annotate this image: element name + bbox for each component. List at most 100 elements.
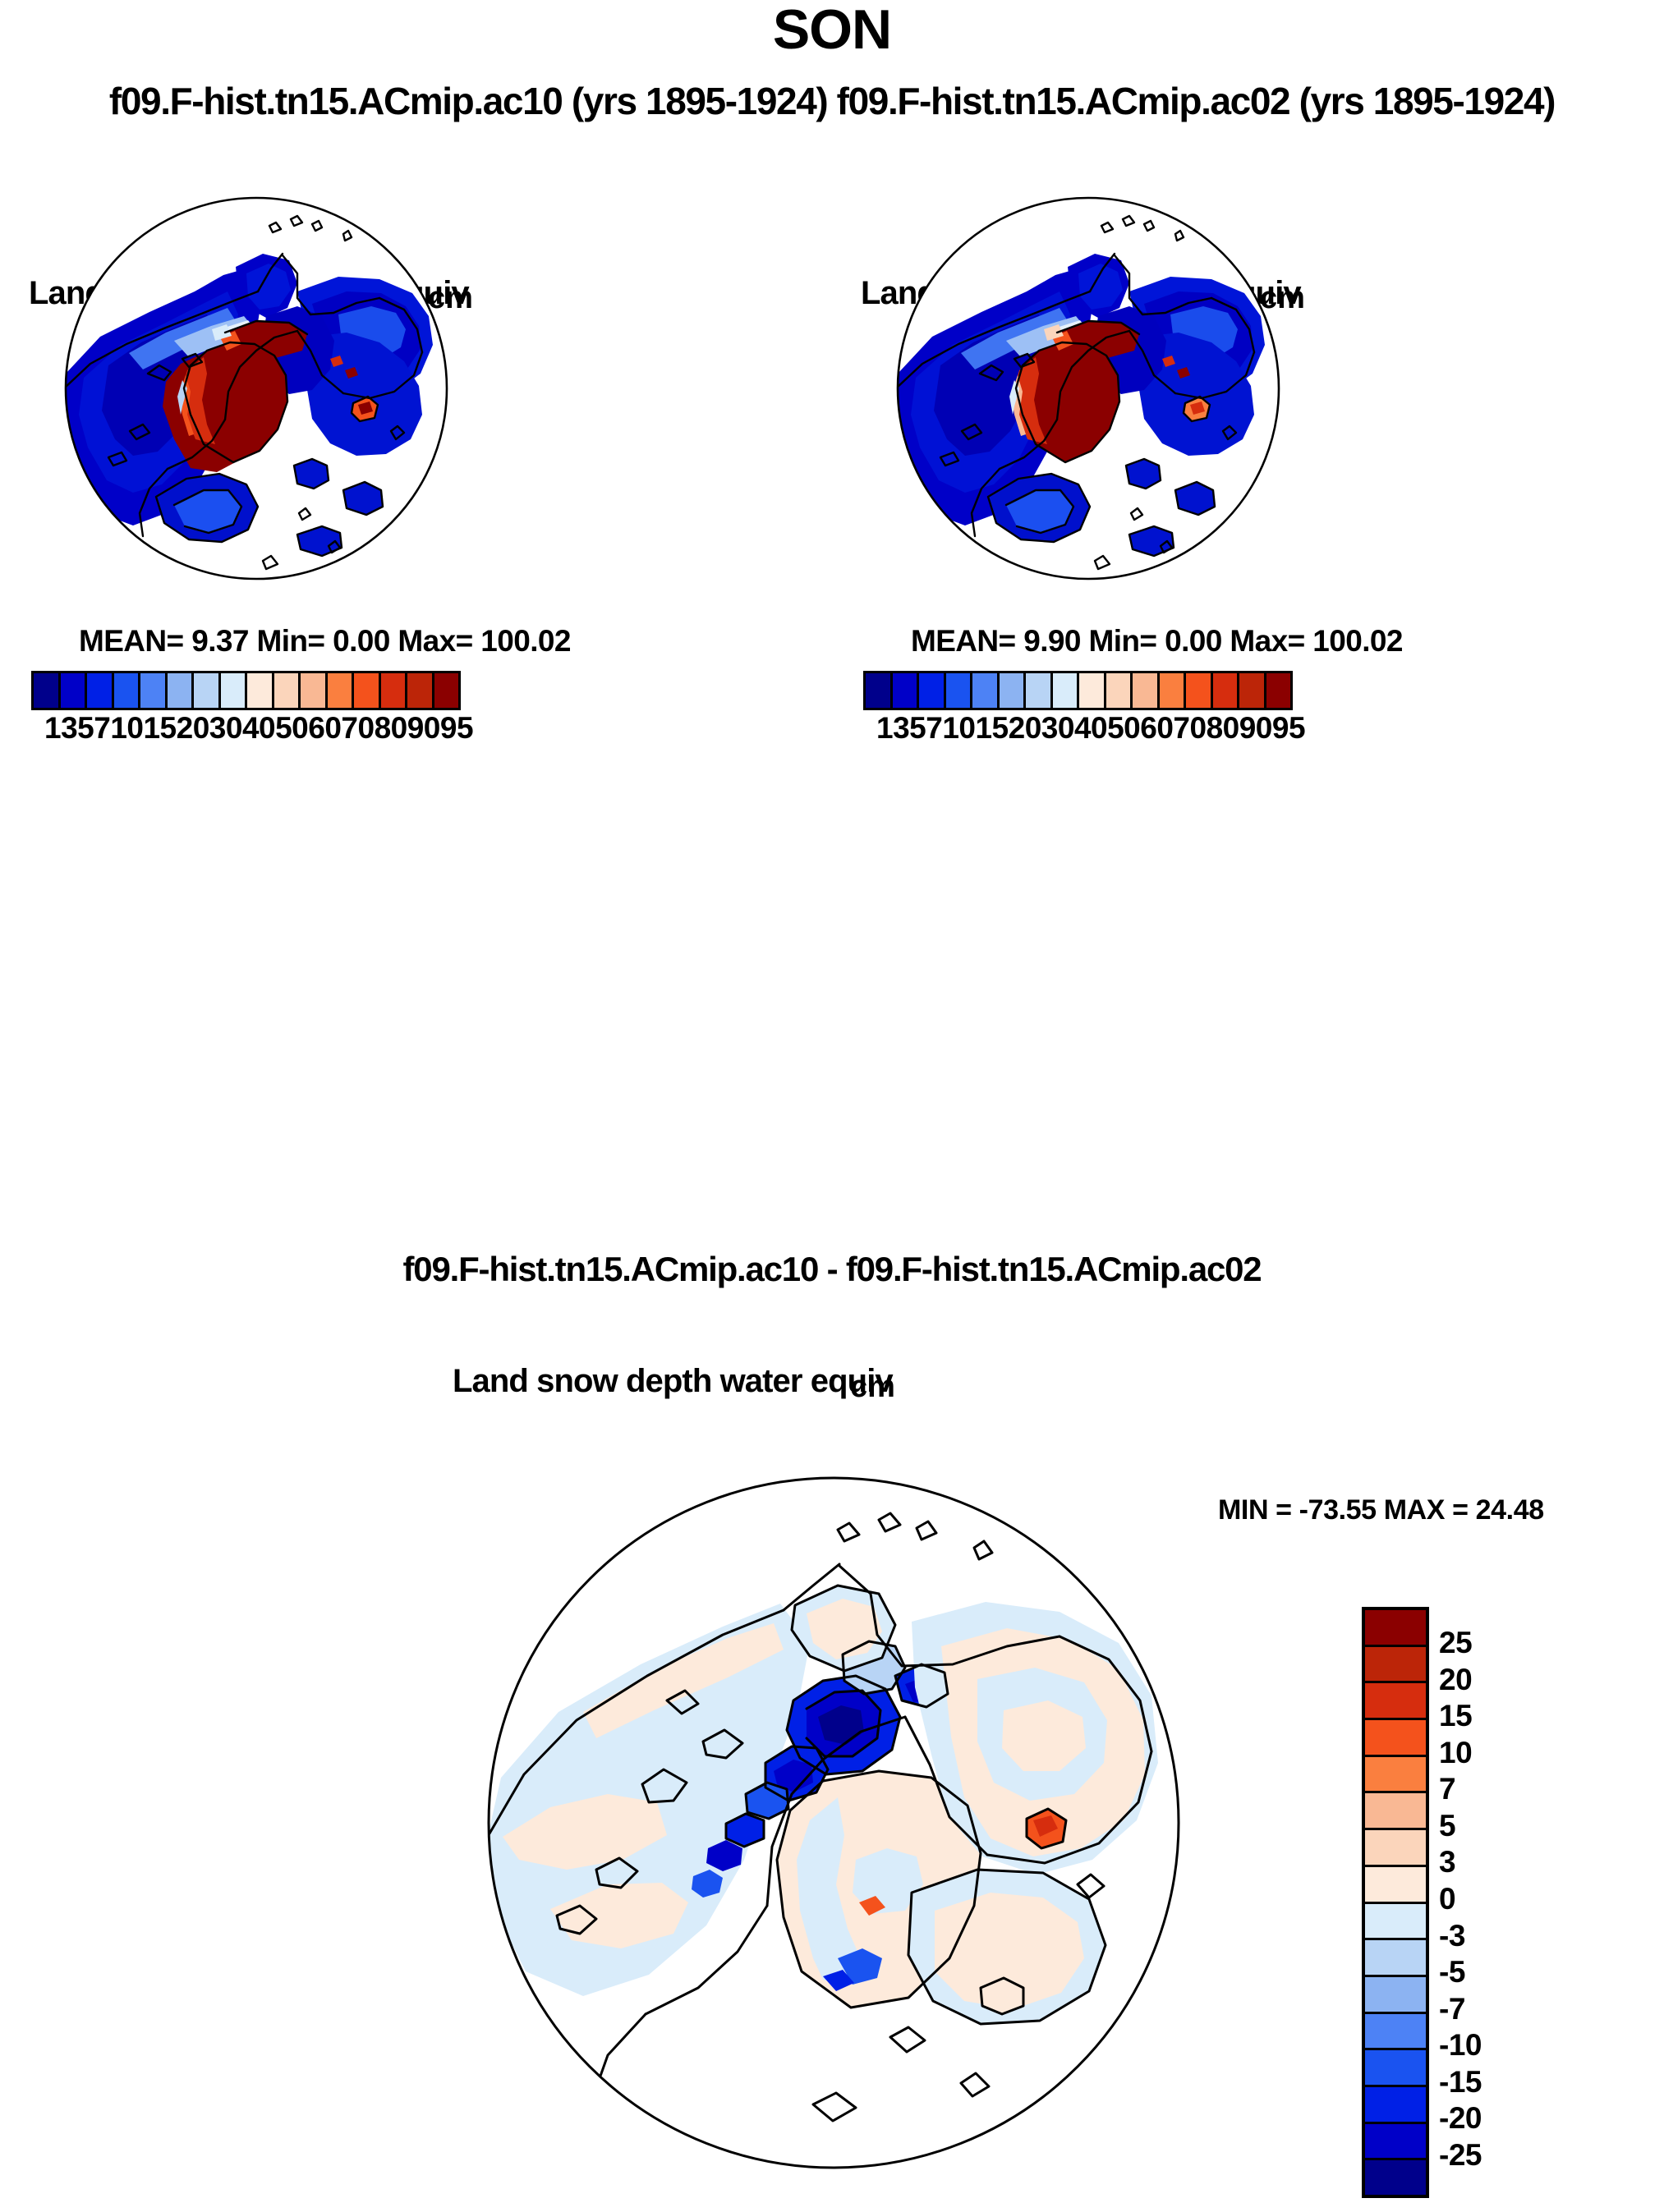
colorbar-difference-labels: 25 20 15 10 7 5 3 0 -3 -5 -7 -10 -15 -20… [1439,1625,1562,2173]
colorbar-right-labels: 1 3 5 7 10 15 20 30 40 50 60 70 80 90 95 [876,711,1306,746]
colorbar-cell [1133,673,1160,708]
panel-difference-units-label: cm [850,1370,895,1404]
colorbar-tick-label: 90 [407,711,441,745]
colorbar-tick-label: 15 [975,711,1009,745]
colorbar-cell [1365,1866,1426,1904]
panel-right-stats: MEAN= 9.90 Min= 0.00 Max= 100.02 [911,624,1403,658]
colorbar-difference[interactable] [1362,1607,1429,2198]
colorbar-tick-label: 50 [275,711,309,745]
panel-difference: Land snow depth water equiv cm MIN = -73… [0,1322,1664,2212]
colorbar-cell [1186,673,1213,708]
colorbar-cell [1106,673,1133,708]
colorbar-cell [194,673,221,708]
colorbar-cell [434,673,458,708]
colorbar-cell [167,673,194,708]
colorbar-tick-label: 30 [1041,711,1075,745]
colorbar-cell [1365,2123,1426,2161]
colorbar-tick-label: 0 [1439,1881,1456,1916]
colorbar-cell [60,673,87,708]
colorbar-tick-label: 3 [61,711,78,745]
colorbar-cell [1052,673,1079,708]
colorbar-cell [1212,673,1239,708]
colorbar-cell [892,673,919,708]
panel-right: Land snow depth water equiv cm [832,172,1664,1199]
colorbar-tick-label: 50 [1107,711,1141,745]
colorbar-cell [1365,1903,1426,1941]
colorbar-tick-label: 40 [1073,711,1108,745]
colorbar-tick-label: 7 [1439,1772,1456,1806]
colorbar-tick-label: 60 [1140,711,1174,745]
colorbar-cell [972,673,1000,708]
colorbar-cell [1026,673,1053,708]
colorbar-cell [220,673,247,708]
colorbar-tick-label: 7 [94,711,111,745]
polar-map-difference[interactable] [452,1449,1216,2205]
colorbar-tick-label: 60 [308,711,342,745]
colorbar-cell [945,673,972,708]
figure-title: SON [772,0,892,61]
colorbar-cell [919,673,946,708]
colorbar-tick-label: 10 [1439,1735,1473,1769]
colorbar-cell [1365,1646,1426,1684]
colorbar-cell [354,673,381,708]
colorbar-left-labels: 1 3 5 7 10 15 20 30 40 50 60 70 80 90 95 [44,711,474,746]
colorbar-cell [1239,673,1266,708]
colorbar-cell [999,673,1026,708]
colorbar-tick-label: 90 [1239,711,1273,745]
colorbar-tick-label: 20 [176,711,210,745]
colorbar-cell [1365,2160,1426,2195]
panel-left-units-label: cm [428,281,473,315]
colorbar-left[interactable] [31,671,461,710]
colorbar-tick-label: -10 [1439,2028,1482,2063]
colorbar-tick-label: 20 [1439,1662,1473,1696]
colorbar-cell [1365,1793,1426,1831]
colorbar-cell [1266,673,1290,708]
colorbar-tick-label: 15 [1439,1699,1473,1733]
colorbar-tick-label: -7 [1439,1991,1465,2026]
colorbar-tick-label: 5 [909,711,926,745]
colorbar-right[interactable] [863,671,1293,710]
colorbar-cell [1365,1720,1426,1757]
colorbar-tick-label: 95 [1271,711,1306,745]
colorbar-tick-label: 3 [893,711,910,745]
colorbar-tick-label: 30 [209,711,243,745]
figure-subtitle: f09.F-hist.tn15.ACmip.ac10 (yrs 1895-192… [108,80,1556,122]
colorbar-cell [1365,1830,1426,1867]
colorbar-cell [1365,2013,1426,2051]
colorbar-tick-label: 1 [44,711,62,745]
colorbar-cell [1159,673,1186,708]
colorbar-cell [1365,1610,1426,1647]
polar-map-right[interactable] [883,168,1294,603]
colorbar-cell [1365,2086,1426,2124]
colorbar-tick-label: -25 [1439,2137,1482,2172]
colorbar-tick-label: 70 [341,711,375,745]
colorbar-cell [274,673,301,708]
colorbar-tick-label: -5 [1439,1955,1465,1989]
panel-left-stats: MEAN= 9.37 Min= 0.00 Max= 100.02 [79,624,571,658]
colorbar-cell [1079,673,1106,708]
colorbar-tick-label: 1 [876,711,894,745]
polar-map-left[interactable] [51,168,462,603]
panel-right-units-label: cm [1260,281,1305,315]
colorbar-cell [866,673,893,708]
colorbar-cell [1365,1940,1426,1977]
colorbar-tick-label: 40 [241,711,276,745]
colorbar-tick-label: 80 [374,711,408,745]
colorbar-cell [34,673,61,708]
panel-left: Land snow depth water equiv cm [0,172,832,1199]
colorbar-cell [1365,1976,1426,2014]
colorbar-cell [1365,2050,1426,2087]
colorbar-cell [301,673,328,708]
difference-title: f09.F-hist.tn15.ACmip.ac10 - f09.F-hist.… [402,1250,1262,1288]
panel-difference-variable-label: Land snow depth water equiv [453,1363,894,1399]
colorbar-tick-label: 25 [1439,1626,1473,1660]
colorbar-tick-label: -15 [1439,2064,1482,2099]
colorbar-tick-label: 5 [1439,1808,1456,1843]
colorbar-tick-label: 3 [1439,1845,1456,1879]
colorbar-cell [407,673,434,708]
colorbar-tick-label: 10 [942,711,976,745]
colorbar-tick-label: 10 [110,711,144,745]
colorbar-cell [247,673,274,708]
colorbar-cell [87,673,114,708]
